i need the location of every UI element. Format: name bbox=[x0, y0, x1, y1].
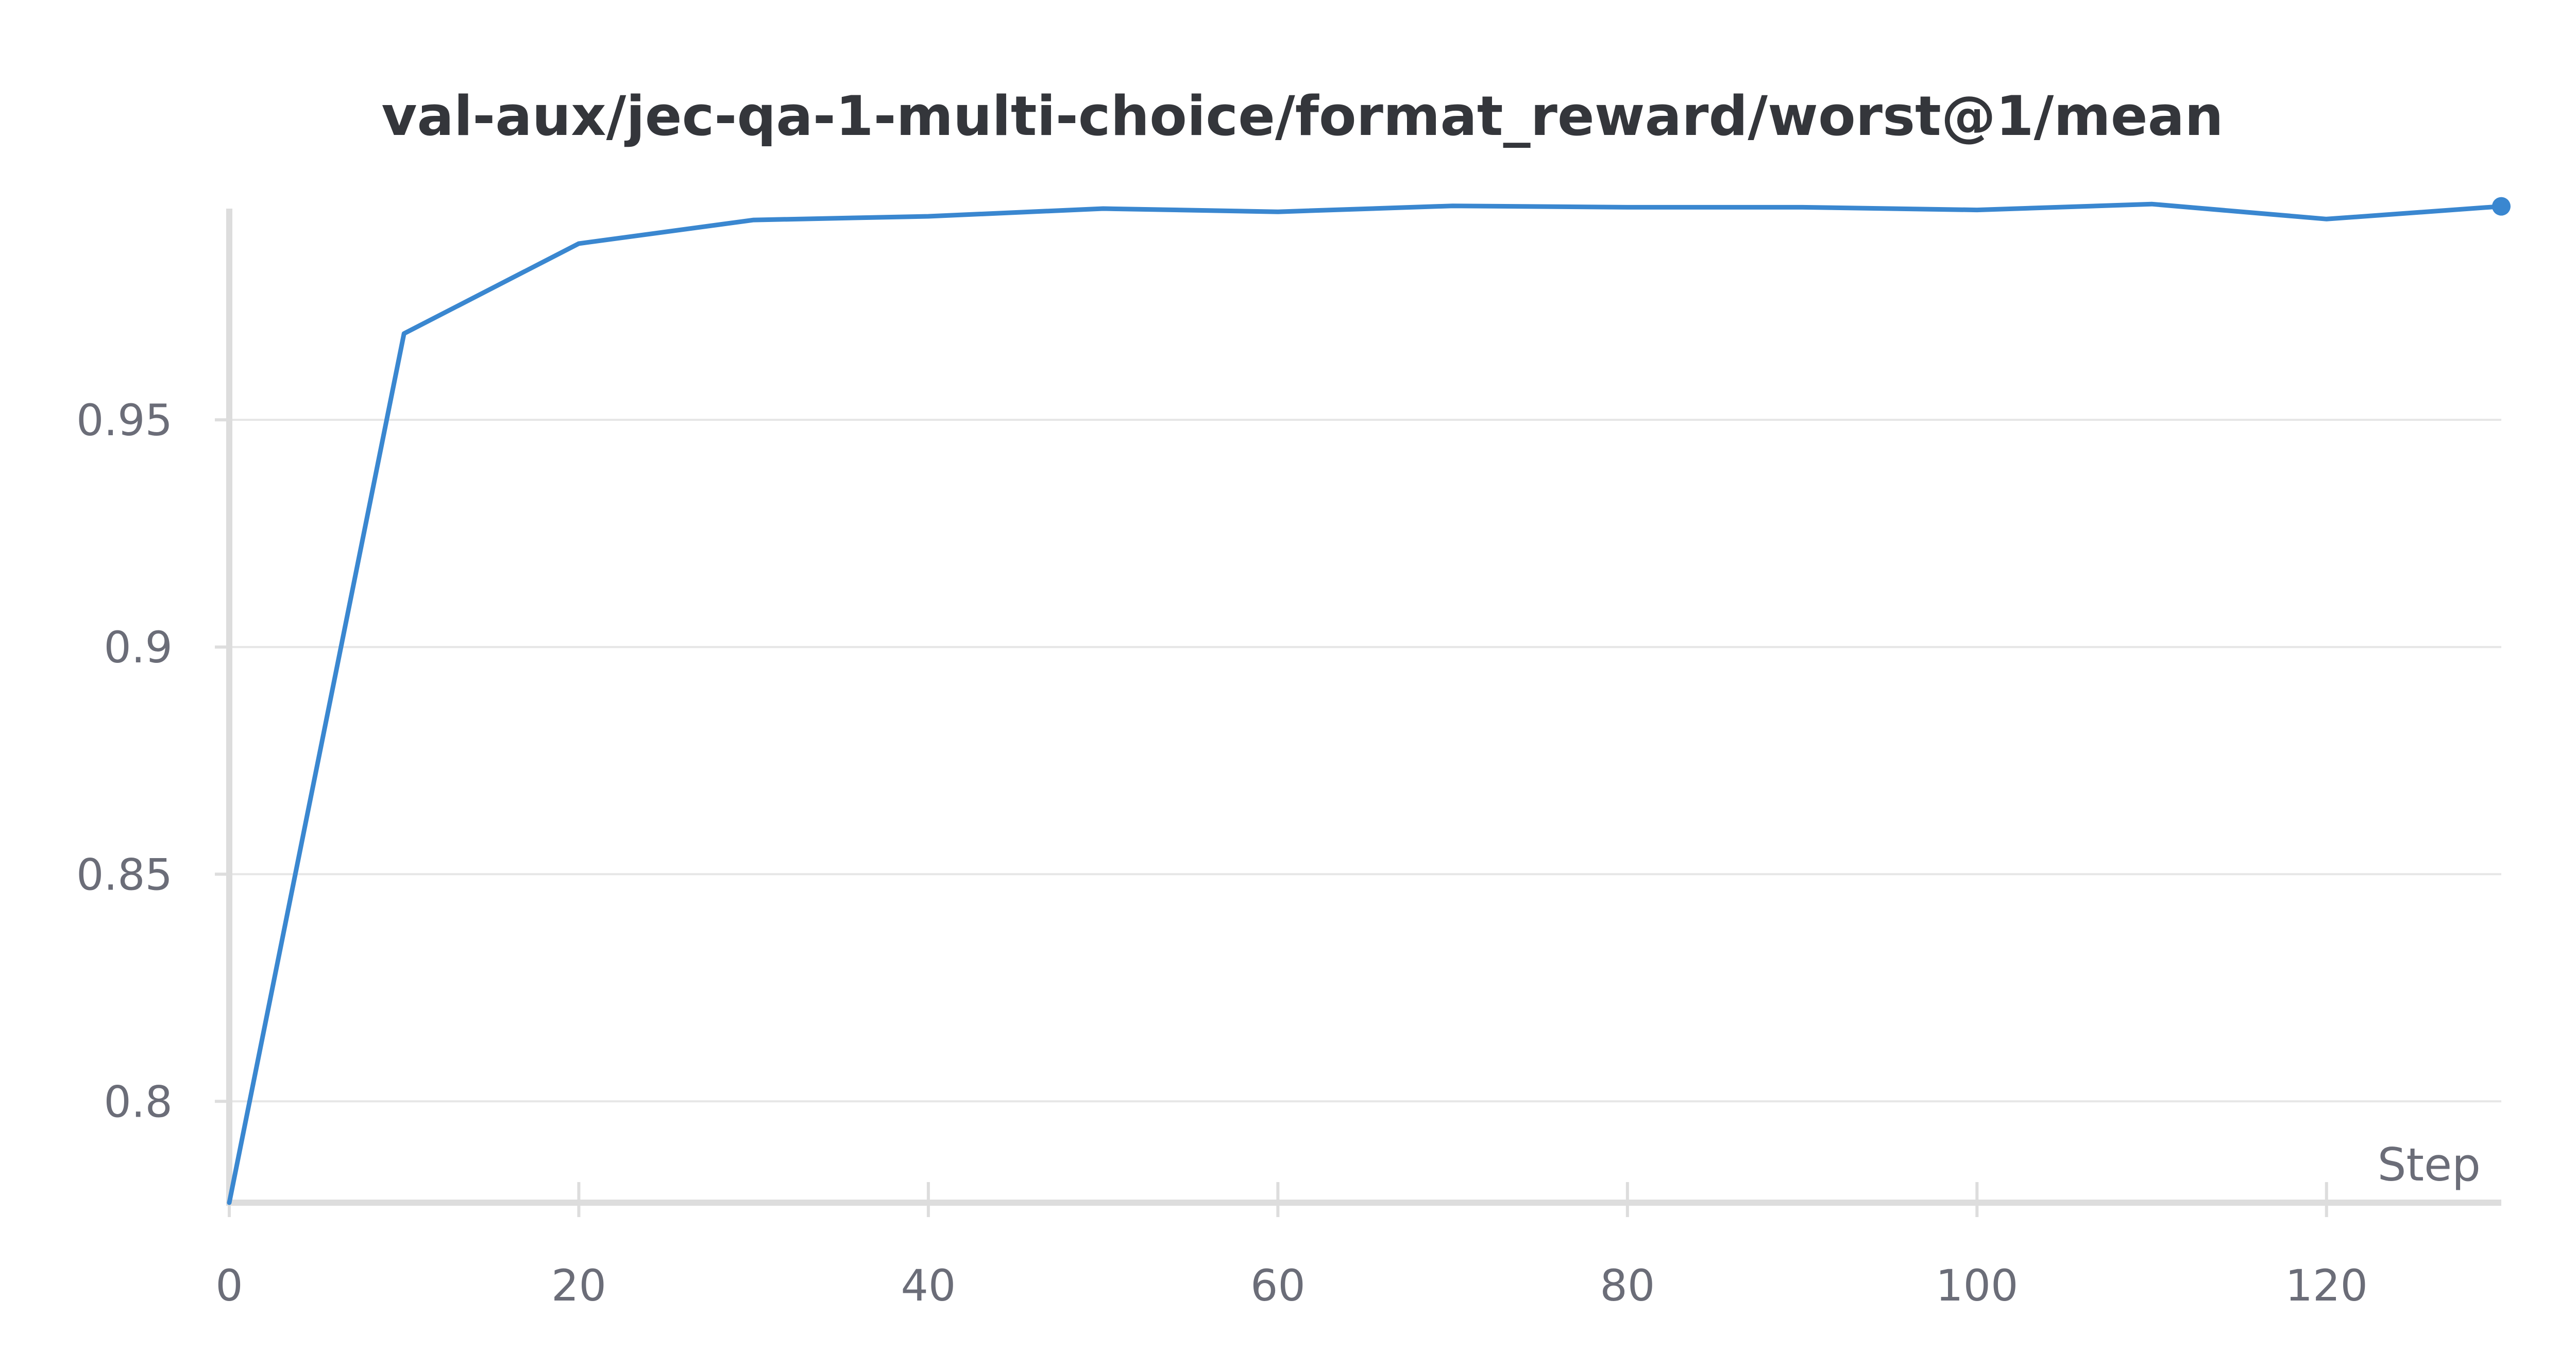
x-tick-label: 60 bbox=[1250, 1260, 1306, 1311]
x-tick-label: 120 bbox=[2285, 1260, 2368, 1311]
axes bbox=[226, 209, 2501, 1206]
y-tick-label: 0.8 bbox=[104, 1076, 173, 1127]
x-tick-label: 0 bbox=[215, 1260, 243, 1311]
x-axis-ticks: 0 20 40 60 80 100 120 bbox=[215, 1182, 2368, 1311]
x-tick-label: 80 bbox=[1600, 1260, 1655, 1311]
x-tick-label: 100 bbox=[1936, 1260, 2018, 1311]
x-tick-label: 20 bbox=[551, 1260, 606, 1311]
series bbox=[227, 197, 2511, 1205]
y-tick-label: 0.95 bbox=[76, 395, 173, 446]
y-tick-label: 0.9 bbox=[104, 622, 173, 673]
y-axis-ticks: 0.8 0.85 0.9 0.95 bbox=[76, 395, 229, 1127]
series-end-point bbox=[2492, 197, 2511, 216]
x-tick-label: 40 bbox=[901, 1260, 956, 1311]
grid-lines bbox=[229, 419, 2501, 1103]
y-tick-label: 0.85 bbox=[76, 849, 173, 900]
x-axis-label: Step bbox=[2378, 1138, 2481, 1191]
chart-title: val-aux/jec-qa-1-multi-choice/format_rew… bbox=[381, 84, 2223, 148]
series-line bbox=[227, 201, 2504, 1205]
